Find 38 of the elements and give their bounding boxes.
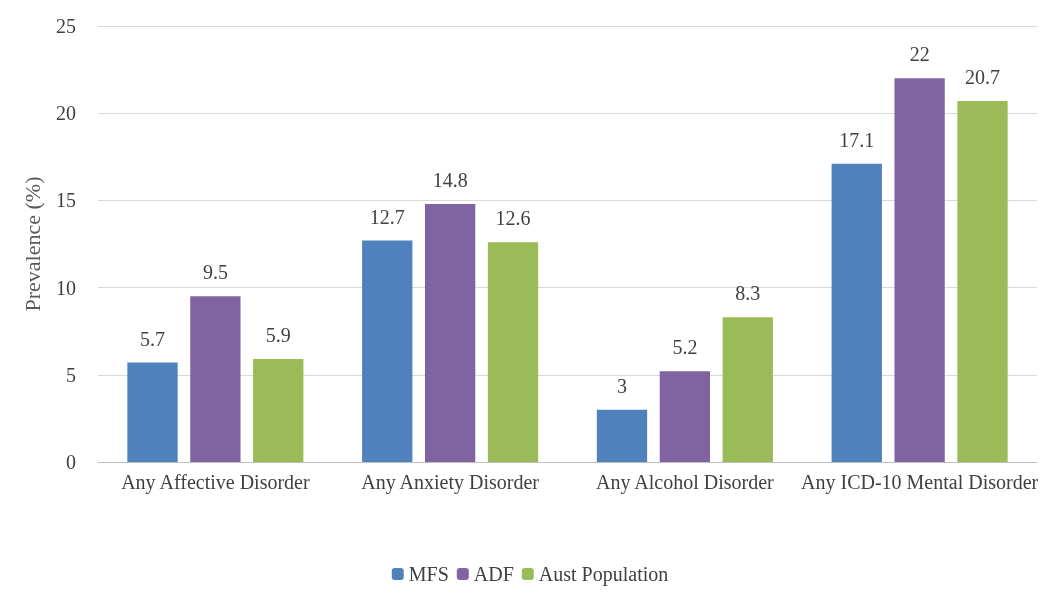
legend-label: MFS	[408, 563, 449, 585]
bar	[894, 78, 945, 462]
y-tick-label: 25	[56, 15, 76, 37]
bar	[424, 203, 476, 462]
bar	[659, 371, 711, 462]
data-label: 9.5	[202, 261, 228, 284]
data-label: 20.7	[965, 65, 1000, 88]
data-label: 17.1	[839, 128, 875, 151]
data-label: 5.9	[265, 324, 291, 347]
data-label: 14.8	[432, 168, 468, 191]
x-tick-label: Any Alcohol Disorder	[595, 471, 775, 494]
data-label: 5.2	[672, 336, 698, 359]
bar	[596, 409, 648, 462]
y-axis-title: Prevalence (%)	[19, 176, 45, 312]
data-label: 22	[909, 43, 930, 66]
legend-label: Aust Population	[538, 563, 669, 586]
x-tick-label: Any Anxiety Disorder	[361, 471, 540, 494]
data-label: 5.7	[140, 327, 165, 350]
y-tick-label: 10	[56, 276, 76, 299]
bar	[831, 163, 882, 462]
bar	[487, 242, 539, 462]
bar	[190, 296, 241, 462]
data-label: 8.3	[735, 282, 761, 305]
bar	[127, 362, 178, 462]
bar	[722, 317, 773, 462]
legend-label: ADF	[473, 563, 514, 585]
y-tick-label: 15	[56, 189, 76, 212]
data-label: 3	[617, 374, 627, 397]
data-label: 12.6	[495, 207, 531, 230]
y-tick-label: 0	[66, 451, 76, 473]
x-tick-label: Any Affective Disorder	[121, 471, 310, 494]
y-tick-label: 20	[56, 102, 76, 125]
y-tick-label: 5	[66, 363, 76, 386]
bar	[362, 240, 413, 462]
bar	[253, 359, 304, 462]
bar	[957, 100, 1008, 462]
data-label: 12.7	[369, 205, 405, 228]
x-tick-label: Any ICD-10 Mental Disorder	[801, 471, 1039, 494]
